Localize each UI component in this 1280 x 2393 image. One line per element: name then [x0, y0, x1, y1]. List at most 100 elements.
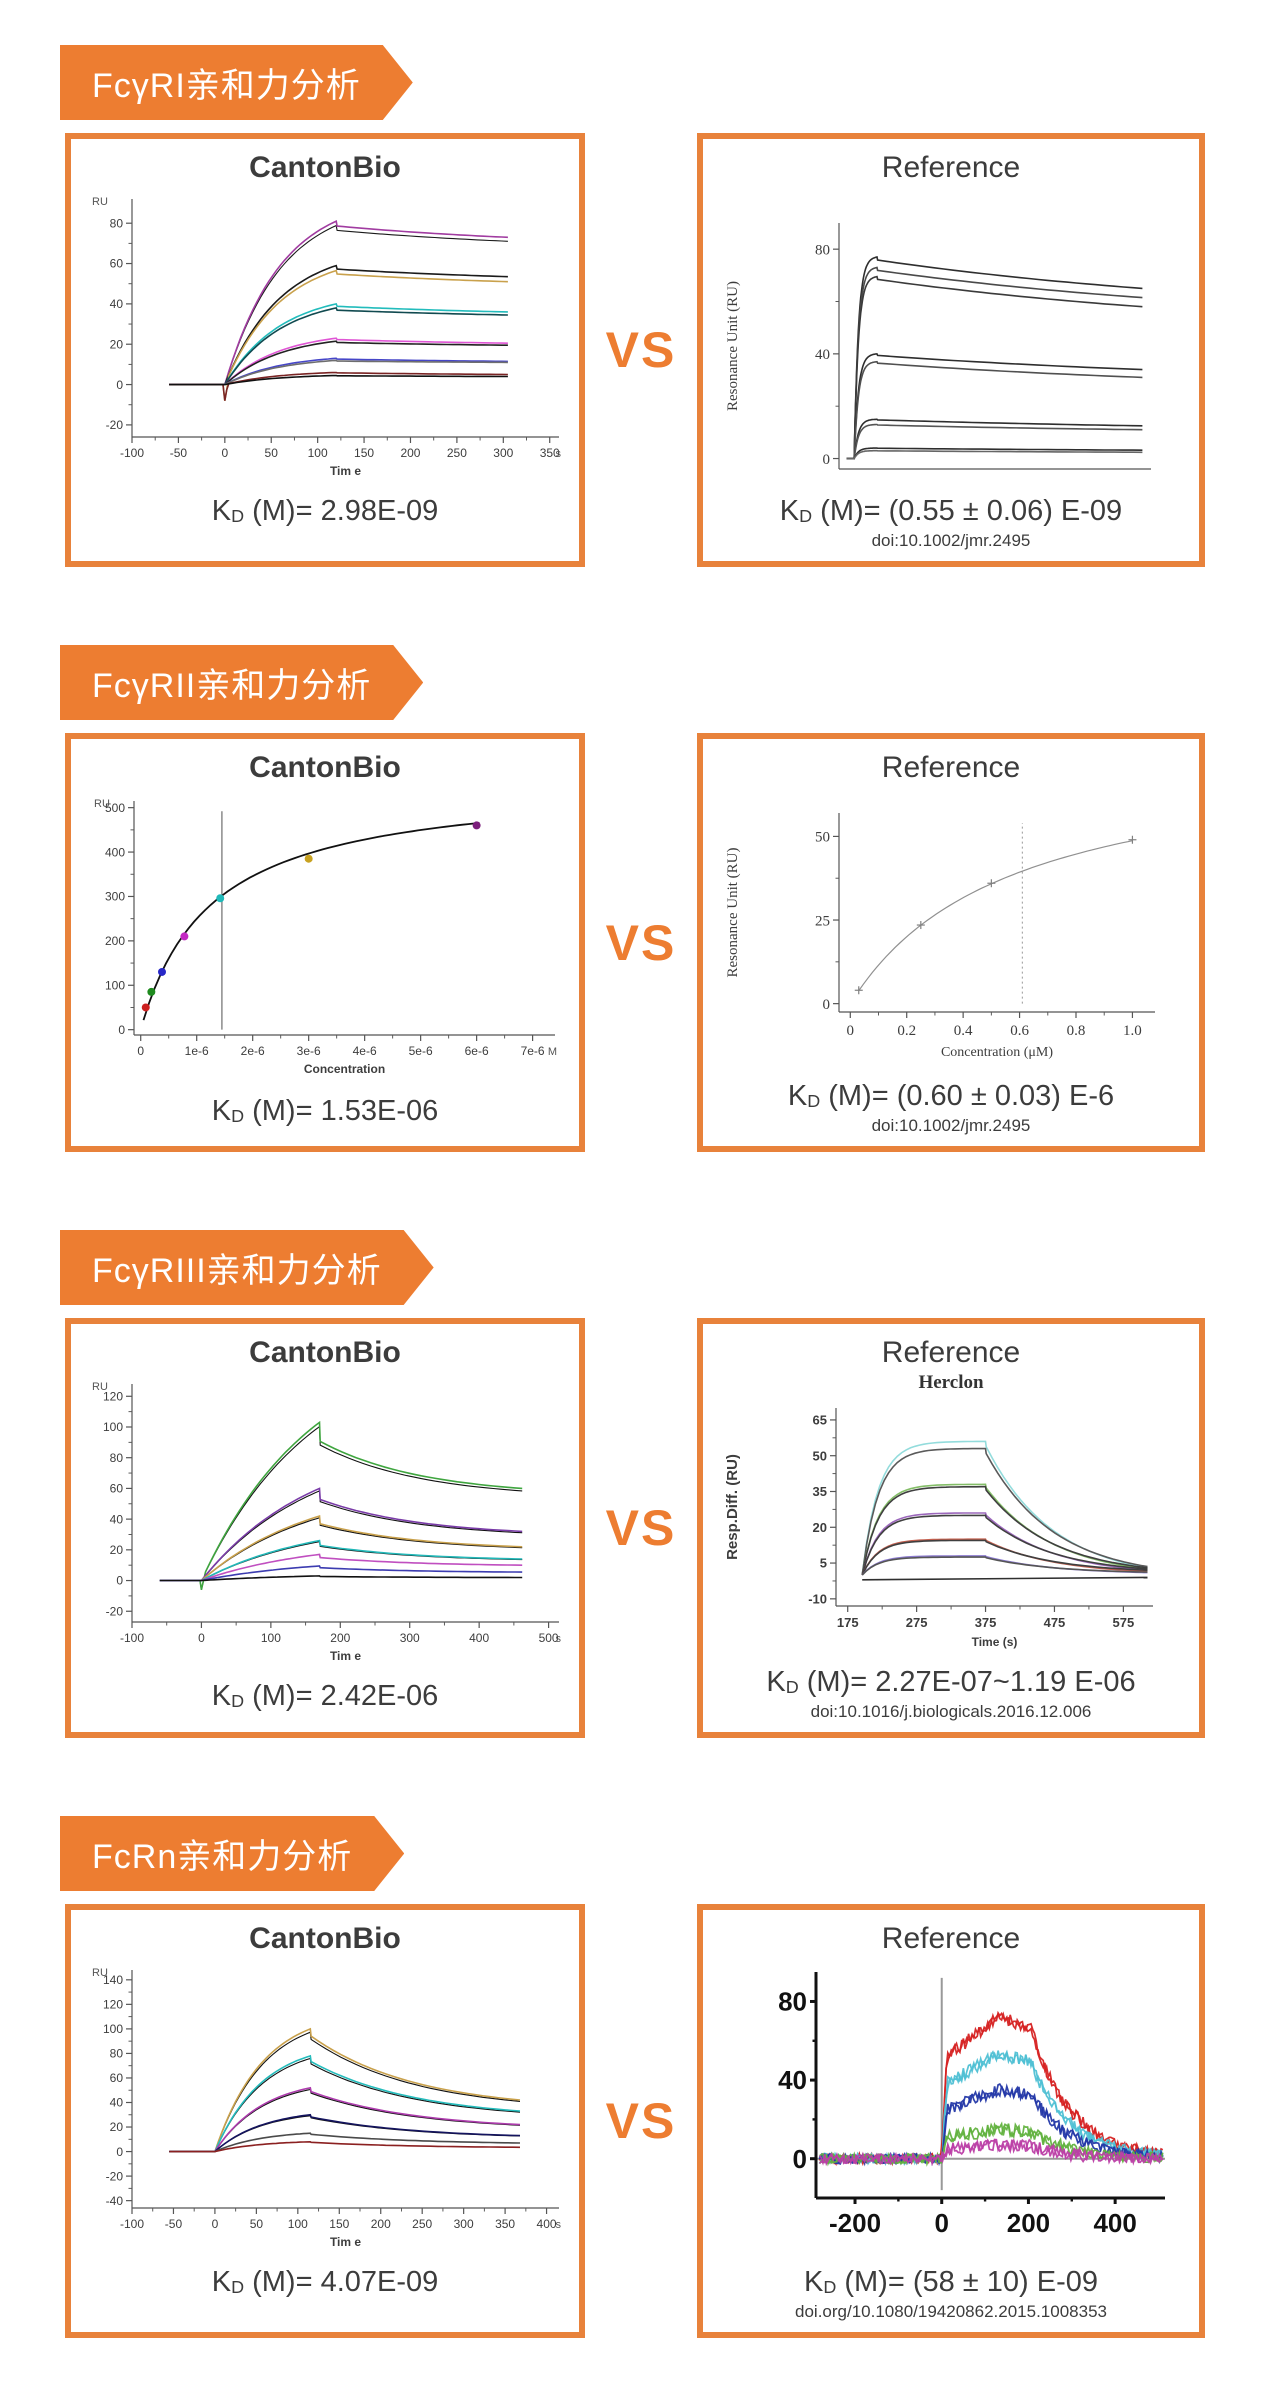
svg-text:0.4: 0.4	[954, 1023, 973, 1039]
svg-text:500: 500	[104, 801, 124, 815]
svg-text:40: 40	[109, 1512, 123, 1526]
banner-label: FcγRI亲和力分析	[92, 67, 361, 105]
svg-text:200: 200	[104, 934, 124, 948]
svg-text:5: 5	[820, 1556, 827, 1571]
doi-reference: doi:10.1002/jmr.2495	[871, 1116, 1031, 1135]
comparison-row: CantonBio -40 -20 0 20 40 60 80 100 120 140 -100 -5…	[65, 1904, 1205, 2338]
reference-subtitle-herclon: Herclon	[918, 1372, 984, 1393]
kd-value: KD (M)= 2.27E-07~1.19 E-06	[766, 1666, 1136, 1698]
reference-panel-fcgrii: Reference 0 25 50 0 0.2 0.4 0.6 0.8 1.0 Concentra…	[697, 733, 1205, 1152]
svg-text:150: 150	[354, 446, 374, 460]
svg-text:Concentration: Concentration	[303, 1062, 384, 1076]
svg-text:6e-6: 6e-6	[464, 1044, 488, 1058]
svg-text:0.6: 0.6	[1010, 1023, 1029, 1039]
svg-text:40: 40	[109, 297, 123, 311]
banner-label: FcγRII亲和力分析	[92, 667, 372, 705]
svg-text:300: 300	[453, 2217, 473, 2231]
kd-value: KD (M)= (58 ± 10) E-09	[803, 2266, 1099, 2298]
binding-curve-cantonbio-fcgrii: 0 100 200 300 400 500 0 1e-6 2e-6 3e-6 4e-6 5e-6 6e-…	[94, 798, 557, 1076]
svg-text:M: M	[547, 1046, 556, 1058]
svg-text:0.8: 0.8	[1067, 1023, 1086, 1039]
doi-reference: doi.org/10.1080/19420862.2015.1008353	[795, 2302, 1107, 2321]
svg-text:80: 80	[109, 1451, 123, 1465]
svg-text:Resonance Unit (RU): Resonance Unit (RU)	[725, 281, 741, 411]
reference-panel-fcgri: Reference 0 40 80 Resonance Unit (RU) KD (M…	[697, 133, 1205, 567]
svg-text:375: 375	[975, 1615, 997, 1630]
svg-text:Tim e: Tim e	[329, 1649, 360, 1663]
section-fcgri: FcγRI亲和力分析 CantonBio -20 0 20 40 60 80 -100 -50…	[0, 45, 1280, 567]
section-banner-fcgrii: FcγRII亲和力分析	[60, 645, 423, 720]
svg-text:200: 200	[1007, 2208, 1050, 2238]
svg-text:50: 50	[813, 1448, 827, 1463]
svg-text:0.2: 0.2	[897, 1023, 916, 1039]
svg-text:0: 0	[116, 378, 123, 392]
svg-text:Time (s): Time (s)	[972, 1635, 1018, 1649]
section-fcgrii: FcγRII亲和力分析 CantonBio 0 100 200 300 400 500 0 1…	[0, 645, 1280, 1152]
svg-text:-50: -50	[164, 2217, 182, 2231]
svg-text:4e-6: 4e-6	[352, 1044, 376, 1058]
cantonbio-panel-fcgrii: CantonBio 0 100 200 300 400 500 0 1e-6 2e-6 3e-6 4…	[65, 733, 585, 1152]
svg-text:-100: -100	[119, 2217, 143, 2231]
cantonbio-panel-fcgri: CantonBio -20 0 20 40 60 80 -100 -50 0 50 100 150 20…	[65, 133, 585, 567]
svg-text:25: 25	[815, 913, 830, 929]
svg-text:3e-6: 3e-6	[296, 1044, 320, 1058]
reference-panel-fcrn: Reference 0 40 80 -200 0 200 400 KD (M)= (58 ±…	[697, 1904, 1205, 2338]
kd-value: KD (M)= 2.42E-06	[211, 1680, 439, 1712]
svg-text:100: 100	[260, 1631, 280, 1645]
svg-text:Tim e: Tim e	[329, 464, 360, 478]
svg-text:65: 65	[813, 1412, 827, 1427]
banner-label: FcγRIII亲和力分析	[92, 1252, 382, 1290]
svg-text:0: 0	[198, 1631, 205, 1645]
svg-text:80: 80	[109, 216, 123, 230]
vs-label: VS	[605, 322, 677, 378]
svg-text:-40: -40	[105, 2194, 123, 2208]
cantonbio-panel-fcgriii: CantonBio -20 0 20 40 60 80 100 120 -100 0 100 200 3…	[65, 1318, 585, 1738]
svg-text:Resp.Diff. (RU): Resp.Diff. (RU)	[724, 1454, 741, 1560]
svg-text:150: 150	[329, 2217, 349, 2231]
svg-text:140: 140	[102, 1973, 122, 1987]
svg-text:20: 20	[109, 337, 123, 351]
svg-text:60: 60	[109, 2071, 123, 2085]
binding-curve-reference-fcgrii: 0 25 50 0 0.2 0.4 0.6 0.8 1.0 Concentration (μM) R…	[725, 813, 1155, 1060]
cantonbio-panel-fcrn: CantonBio -40 -20 0 20 40 60 80 100 120 140 -100 -5…	[65, 1904, 585, 2338]
svg-text:0: 0	[793, 2144, 807, 2174]
svg-text:0: 0	[823, 997, 831, 1013]
panel-title-reference: Reference	[881, 151, 1021, 184]
svg-text:175: 175	[837, 1615, 859, 1630]
kd-value: KD (M)= 1.53E-06	[211, 1095, 439, 1127]
svg-text:60: 60	[109, 1482, 123, 1496]
kd-value: KD (M)= (0.55 ± 0.06) E-09	[779, 495, 1123, 527]
svg-text:50: 50	[249, 2217, 263, 2231]
svg-text:80: 80	[778, 1987, 807, 2017]
svg-text:-20: -20	[105, 1604, 123, 1618]
svg-text:350: 350	[539, 446, 559, 460]
banner-label: FcRn亲和力分析	[92, 1838, 353, 1876]
section-fcgriii: FcγRIII亲和力分析 CantonBio -20 0 20 40 60 80 100 12…	[0, 1230, 1280, 1738]
svg-text:20: 20	[109, 1543, 123, 1557]
svg-text:1.0: 1.0	[1123, 1023, 1142, 1039]
svg-text:RU: RU	[92, 1381, 108, 1393]
reference-panel-fcgriii: Reference Herclon -10 5 20 35 50 65 175 275 375 4…	[697, 1318, 1205, 1738]
svg-text:40: 40	[815, 347, 830, 363]
svg-text:0: 0	[137, 1044, 144, 1058]
panel-title-cantonbio: CantonBio	[249, 1336, 401, 1369]
svg-text:275: 275	[906, 1615, 928, 1630]
svg-text:20: 20	[813, 1520, 827, 1535]
comparison-row: CantonBio 0 100 200 300 400 500 0 1e-6 2e-6 3e-6 4…	[65, 733, 1205, 1152]
svg-text:1e-6: 1e-6	[184, 1044, 208, 1058]
panel-title-reference: Reference	[881, 751, 1021, 784]
svg-text:400: 400	[1093, 2208, 1136, 2238]
sensorgram-chart-reference-fcrn: 0 40 80 -200 0 200 400	[778, 1972, 1165, 2238]
svg-text:RU: RU	[92, 196, 108, 208]
svg-text:200: 200	[370, 2217, 390, 2231]
svg-text:s: s	[555, 448, 561, 460]
svg-text:20: 20	[109, 2120, 123, 2134]
sensorgram-chart-cantonbio-fcrn: -40 -20 0 20 40 60 80 100 120 140 -100 -50 0 50 100 150…	[92, 1967, 562, 2249]
svg-text:0: 0	[823, 452, 831, 468]
svg-text:300: 300	[104, 890, 124, 904]
svg-text:250: 250	[446, 446, 466, 460]
svg-text:Resonance Unit (RU): Resonance Unit (RU)	[725, 848, 741, 978]
svg-text:100: 100	[287, 2217, 307, 2231]
svg-text:0: 0	[934, 2208, 948, 2238]
